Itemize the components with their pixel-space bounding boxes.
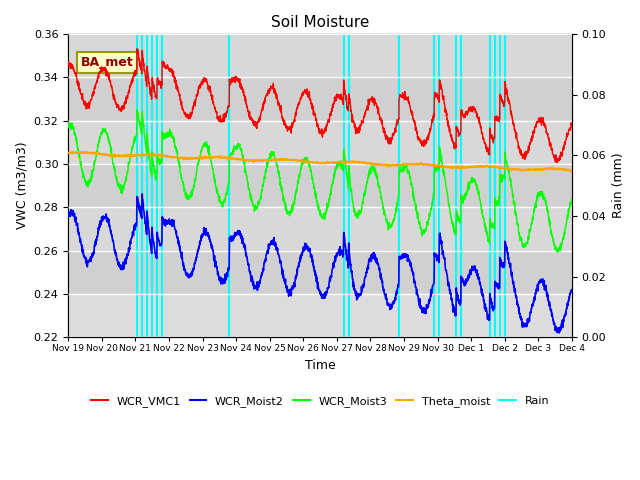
Bar	[68, 207, 572, 294]
Bar	[68, 207, 572, 251]
Bar	[68, 34, 572, 120]
Bar	[68, 294, 572, 337]
X-axis label: Time: Time	[305, 359, 335, 372]
Y-axis label: VWC (m3/m3): VWC (m3/m3)	[15, 142, 28, 229]
Bar	[68, 120, 572, 164]
Bar	[68, 34, 572, 77]
Legend: WCR_VMC1, WCR_Moist2, WCR_Moist3, Theta_moist, Rain: WCR_VMC1, WCR_Moist2, WCR_Moist3, Theta_…	[86, 391, 554, 411]
Bar	[68, 120, 572, 207]
Text: BA_met: BA_met	[81, 56, 134, 69]
Y-axis label: Rain (mm): Rain (mm)	[612, 153, 625, 218]
Title: Soil Moisture: Soil Moisture	[271, 15, 369, 30]
